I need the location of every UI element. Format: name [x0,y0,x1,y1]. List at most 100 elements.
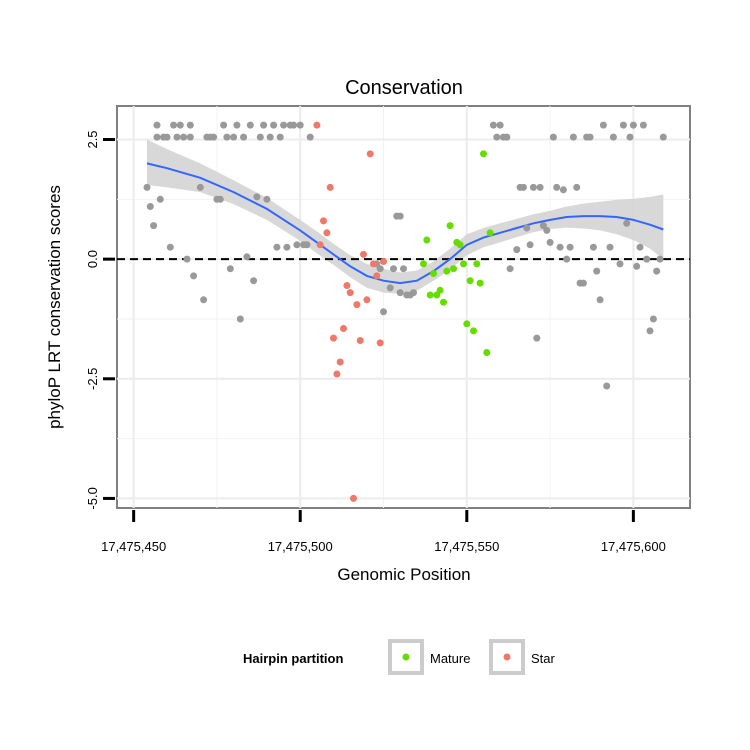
point-mature [456,241,464,249]
point-other [636,243,644,251]
point-other [496,121,504,129]
chart-title: Conservation [345,77,463,99]
legend: Hairpin partition Mature Star [243,639,556,675]
point-mature [483,349,491,356]
point-other [223,133,231,141]
point-other [506,265,514,273]
point-other [156,195,164,203]
point-other [579,279,587,287]
point-other [566,243,574,251]
point-other [253,193,261,201]
point-other [280,121,288,129]
point-other [210,133,218,141]
point-other [376,265,384,273]
axes: 17,475,450 17,475,500 17,475,550 17,475,600… [85,130,666,554]
point-other [646,327,654,335]
legend-label-mature: Mature [430,651,470,666]
point-other [609,133,617,141]
y-tick-label: 0.0 [85,250,100,268]
point-other [573,183,581,191]
point-other [623,219,631,227]
point-other [633,262,641,270]
x-tick-label: 17,475,500 [268,539,333,554]
point-other [233,121,241,129]
point-other [260,121,268,129]
point-other [166,243,174,251]
point-mature [430,270,437,277]
point-other [170,121,178,129]
point-other [290,121,298,129]
x-tick-label: 17,475,550 [434,539,499,554]
point-mature [443,267,451,275]
point-other [659,133,667,141]
point-mature [466,277,474,285]
legend-key-star [489,639,525,675]
point-other [146,203,154,210]
point-other [230,133,238,141]
confidence-band-area [147,139,664,294]
legend-title: Hairpin partition [243,651,343,666]
grid-lines [117,106,690,508]
point-other [196,183,204,191]
point-other [283,243,291,251]
point-other [546,238,554,246]
point-star [346,289,354,297]
point-other [656,255,664,263]
point-other [523,224,531,232]
point-mature [450,265,457,273]
point-star [376,339,384,347]
point-other [150,222,158,230]
point-other [606,243,614,251]
point-other [533,334,541,342]
point-other [176,121,184,129]
data-points [143,121,667,502]
point-other [190,272,198,280]
point-other [536,183,544,191]
point-other [569,133,577,141]
point-other [643,255,651,263]
point-other [400,265,407,273]
legend-dot-star [503,653,511,661]
point-other [603,382,611,390]
point-other [386,284,394,292]
point-other [493,133,501,141]
point-mature [423,236,431,244]
point-other [240,133,248,141]
point-star [330,334,337,342]
point-mature [460,260,467,268]
point-other [143,183,151,191]
point-other [296,121,304,129]
point-other [586,133,594,141]
point-other [559,186,567,194]
point-star [366,150,374,158]
point-star [316,241,324,249]
point-mature [473,260,481,268]
point-star [313,121,321,129]
point-other [489,121,497,129]
point-other [163,133,171,141]
point-star [353,301,361,309]
point-other [380,308,387,316]
point-other [616,260,624,268]
point-other [273,243,281,251]
smooth-trend-line [146,162,664,285]
legend-label-star: Star [531,651,556,666]
point-star [336,358,344,366]
point-other [263,195,271,203]
point-other [220,121,228,129]
point-other [639,121,647,129]
point-star [323,229,331,237]
point-other [270,121,278,129]
point-other [589,243,597,251]
point-star [363,296,371,304]
point-star [320,217,327,225]
point-other [593,267,601,275]
legend-dot-mature [402,653,410,661]
point-star [373,272,381,280]
x-tick-label: 17,475,600 [601,539,666,554]
y-tick-label: -5.0 [85,487,100,509]
point-other [549,133,557,141]
point-other [180,133,188,141]
point-mature [470,327,477,335]
confidence-band [147,139,664,294]
